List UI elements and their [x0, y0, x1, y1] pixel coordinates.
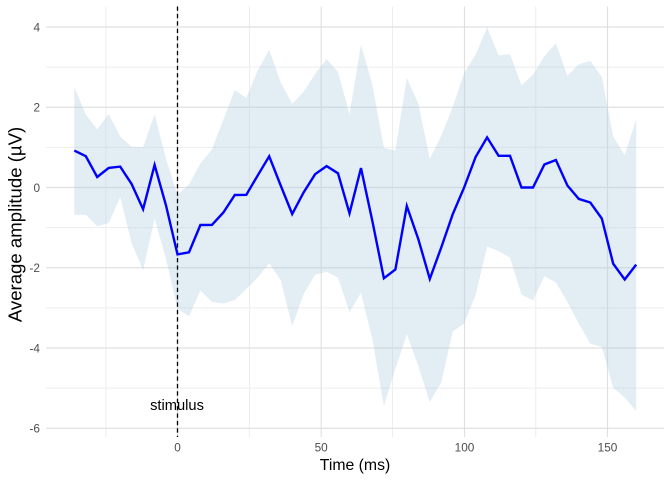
svg-text:-6: -6 — [30, 422, 41, 436]
svg-text:0: 0 — [33, 181, 40, 195]
svg-text:50: 50 — [315, 441, 329, 455]
svg-text:100: 100 — [455, 441, 475, 455]
svg-text:-2: -2 — [30, 261, 41, 275]
svg-text:-4: -4 — [30, 341, 41, 355]
svg-text:Time (ms): Time (ms) — [320, 457, 390, 474]
svg-text:0: 0 — [174, 441, 181, 455]
svg-text:4: 4 — [33, 20, 40, 34]
svg-text:2: 2 — [33, 101, 40, 115]
svg-text:150: 150 — [598, 441, 618, 455]
svg-text:stimulus: stimulus — [150, 398, 204, 414]
svg-text:Average amplitude (µV): Average amplitude (µV) — [4, 127, 25, 322]
